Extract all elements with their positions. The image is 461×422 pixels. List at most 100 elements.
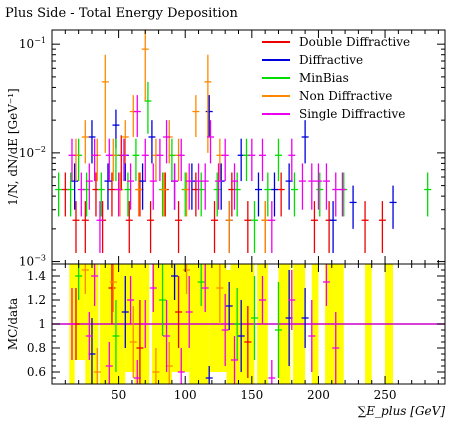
point-non-diffractive (261, 201, 269, 253)
point-single-diffractive (298, 163, 306, 210)
point-single-diffractive (308, 163, 316, 210)
point-single-diffractive (215, 163, 223, 210)
point-single-diffractive (68, 138, 76, 182)
ratio-point-diffractive (171, 264, 179, 300)
ratio-point-single-diffractive (91, 264, 99, 306)
point-non-diffractive (135, 172, 143, 217)
point-double-diffractive (147, 201, 155, 253)
point-non-diffractive (160, 172, 168, 217)
ratio-y-tick-label: 1.2 (27, 293, 46, 307)
error-band-segment (209, 264, 227, 372)
point-diffractive (329, 201, 337, 253)
legend-entry-minbias: MinBias (262, 71, 349, 85)
point-single-diffractive (268, 201, 276, 253)
error-band-segment (226, 270, 231, 384)
point-double-diffractive (72, 201, 80, 253)
point-single-diffractive (248, 138, 256, 182)
point-minbias (316, 172, 324, 217)
point-minbias (243, 138, 251, 182)
ratio-point-minbias (75, 264, 83, 300)
ratio-point-non-diffractive (109, 264, 117, 312)
ratio-point-single-diffractive (258, 276, 266, 324)
point-single-diffractive (115, 172, 123, 217)
point-single-diffractive (77, 172, 85, 217)
point-double-diffractive (310, 201, 318, 253)
point-minbias (340, 172, 348, 217)
ratio-point-single-diffractive (288, 270, 296, 330)
ratio-point-minbias (274, 282, 282, 378)
point-single-diffractive (141, 138, 149, 182)
point-minbias (250, 201, 258, 253)
point-single-diffractive (221, 138, 229, 182)
point-non-diffractive (81, 120, 89, 164)
x-tick-label: 50 (111, 388, 126, 402)
point-single-diffractive (156, 138, 164, 182)
point-diffractive (301, 120, 309, 164)
error-band-segment (125, 264, 135, 372)
ratio-point-single-diffractive (141, 300, 149, 348)
ratio-point-minbias (197, 264, 205, 306)
point-single-diffractive (231, 163, 239, 210)
legend-entry-diffractive: Diffractive (262, 53, 363, 67)
legend-entry-single-diffractive: Single Diffractive (262, 107, 405, 121)
point-single-diffractive (258, 138, 266, 182)
point-double-diffractive (211, 201, 219, 253)
ratio-point-non-diffractive (216, 264, 224, 324)
ratio-point-single-diffractive (127, 276, 135, 324)
point-single-diffractive (133, 95, 141, 137)
point-double-diffractive (175, 201, 183, 253)
point-single-diffractive (120, 138, 128, 182)
point-single-diffractive (149, 163, 157, 210)
ratio-point-single-diffractive (185, 276, 193, 348)
point-minbias (264, 172, 272, 217)
point-minbias (132, 138, 140, 182)
chart-title: Plus Side - Total Energy Deposition (5, 6, 238, 21)
point-diffractive (254, 172, 262, 217)
point-minbias (274, 138, 282, 182)
point-double-diffractive (61, 172, 69, 217)
point-single-diffractive (105, 138, 113, 182)
error-band-segment (171, 264, 190, 372)
ratio-ylabel: MC/data (6, 298, 20, 350)
ratio-point-diffractive (121, 276, 129, 348)
legend-label: Double Diffractive (299, 35, 410, 49)
point-single-diffractive (127, 163, 135, 210)
error-band-segment (74, 264, 86, 360)
point-diffractive (148, 120, 156, 164)
ratio-y-tick-label: 0.8 (27, 341, 46, 355)
ratio-point-double-diffractive (136, 300, 144, 384)
point-non-diffractive (129, 95, 137, 137)
point-minbias (424, 172, 432, 217)
ratio-point-non-diffractive (152, 348, 160, 384)
ratio-point-single-diffractive (322, 264, 330, 306)
ratio-point-non-diffractive (93, 348, 101, 384)
point-diffractive (349, 185, 357, 229)
main-panel (55, 30, 432, 253)
point-non-diffractive (101, 54, 109, 153)
point-double-diffractive (92, 172, 100, 217)
point-single-diffractive (332, 172, 340, 217)
ratio-point-non-diffractive (81, 264, 89, 294)
point-single-diffractive (195, 163, 203, 210)
point-diffractive (104, 163, 112, 210)
axes: 10−3 10−2 10−1 0.6 0.8 1 1.2 1.4 50 100 150 200 250 (19, 30, 445, 402)
ratio-point-diffractive (301, 288, 309, 348)
x-tick-label: 200 (307, 388, 330, 402)
ratio-point-non-diffractive (183, 264, 191, 294)
legend-label: Non Diffractive (299, 89, 392, 103)
y-tick-label: 10−1 (19, 36, 46, 51)
legend-entry-double-diffractive: Double Diffractive (262, 35, 410, 49)
point-double-diffractive (378, 201, 386, 253)
point-single-diffractive (322, 163, 330, 210)
point-single-diffractive (201, 163, 209, 210)
point-diffractive (88, 120, 96, 164)
ratio-point-minbias (159, 264, 167, 336)
point-double-diffractive (244, 201, 252, 253)
ratio-point-minbias (250, 276, 258, 360)
point-single-diffractive (91, 138, 99, 182)
point-non-diffractive (192, 95, 200, 137)
x-tick-label: 250 (374, 388, 397, 402)
point-double-diffractive (277, 172, 285, 217)
point-single-diffractive (96, 201, 104, 253)
